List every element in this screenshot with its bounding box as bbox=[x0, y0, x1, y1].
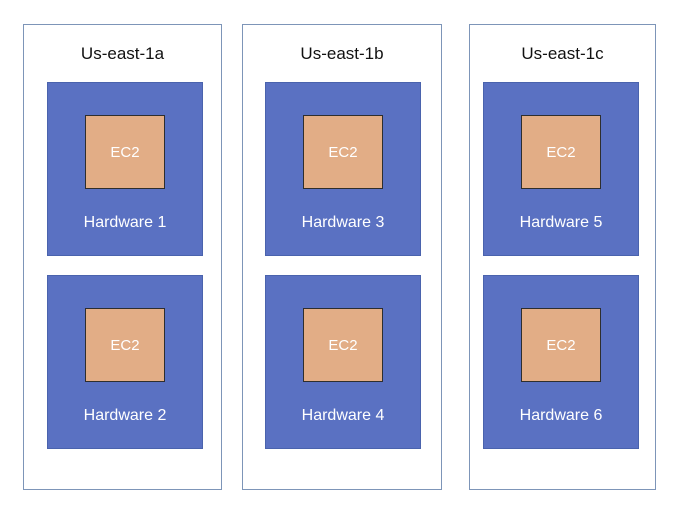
hardware-label: Hardware 4 bbox=[301, 407, 385, 424]
hardware-label: Hardware 2 bbox=[83, 407, 167, 424]
hardware-label: Hardware 1 bbox=[83, 214, 167, 231]
zone-title: Us-east-1a bbox=[80, 44, 165, 63]
hardware-box-6: EC2 Hardware 6 bbox=[483, 275, 639, 449]
ec2-label: EC2 bbox=[328, 336, 358, 354]
hardware-label: Hardware 3 bbox=[301, 214, 385, 231]
hardware-box-5: EC2 Hardware 5 bbox=[483, 82, 639, 256]
ec2-instance-box: EC2 bbox=[303, 115, 383, 189]
zone-title: Us-east-1b bbox=[300, 44, 384, 63]
hardware-box-3: EC2 Hardware 3 bbox=[265, 82, 421, 256]
hardware-box-1: EC2 Hardware 1 bbox=[47, 82, 203, 256]
availability-zone-us-east-1b: Us-east-1b EC2 Hardware 3 EC2 Hardware 4 bbox=[242, 24, 442, 490]
hardware-box-4: EC2 Hardware 4 bbox=[265, 275, 421, 449]
ec2-instance-box: EC2 bbox=[85, 115, 165, 189]
hardware-box-2: EC2 Hardware 2 bbox=[47, 275, 203, 449]
availability-zone-us-east-1c: Us-east-1c EC2 Hardware 5 EC2 Hardware 6 bbox=[469, 24, 656, 490]
ec2-instance-box: EC2 bbox=[85, 308, 165, 382]
ec2-label: EC2 bbox=[110, 336, 140, 354]
ec2-label: EC2 bbox=[110, 143, 140, 161]
ec2-label: EC2 bbox=[328, 143, 358, 161]
ec2-instance-box: EC2 bbox=[521, 115, 601, 189]
hardware-label: Hardware 6 bbox=[519, 407, 603, 424]
ec2-label: EC2 bbox=[546, 336, 576, 354]
ec2-instance-box: EC2 bbox=[303, 308, 383, 382]
hardware-label: Hardware 5 bbox=[519, 214, 603, 231]
ec2-instance-box: EC2 bbox=[521, 308, 601, 382]
zone-title: Us-east-1c bbox=[521, 44, 604, 63]
ec2-label: EC2 bbox=[546, 143, 576, 161]
availability-zone-us-east-1a: Us-east-1a EC2 Hardware 1 EC2 Hardware 2 bbox=[23, 24, 222, 490]
